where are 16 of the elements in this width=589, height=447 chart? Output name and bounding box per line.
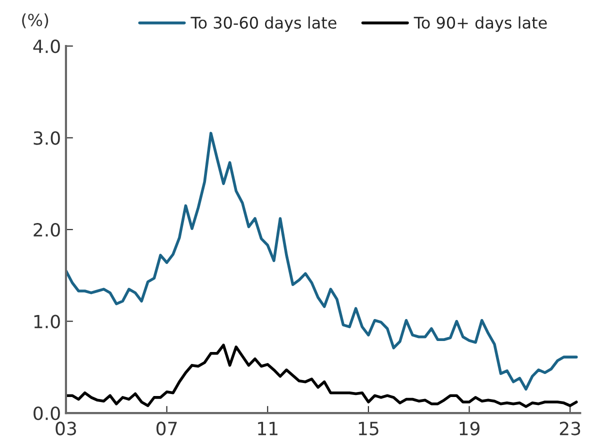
y-tick-label: 3.0	[34, 131, 60, 145]
y-tick-label: 4.0	[33, 40, 60, 54]
x-tick-label: 15	[358, 422, 378, 436]
y-tick-label: 2.0	[34, 222, 60, 237]
x-tick-label: 19	[460, 422, 480, 436]
legend-label: To 30-60 days late	[190, 16, 336, 32]
x-tick-label: 11	[258, 422, 278, 436]
legend-label: To 90+ days late	[414, 16, 547, 32]
y-axis-title: (%)	[22, 13, 48, 28]
x-tick-label: 23	[560, 422, 580, 436]
line-series	[66, 344, 578, 408]
y-tick-label: 1.0	[34, 314, 60, 328]
line-series	[66, 132, 578, 391]
y-tick-label: 0.0	[34, 406, 60, 420]
x-tick-label: 03	[56, 422, 76, 436]
x-tick-label: 07	[156, 422, 177, 436]
